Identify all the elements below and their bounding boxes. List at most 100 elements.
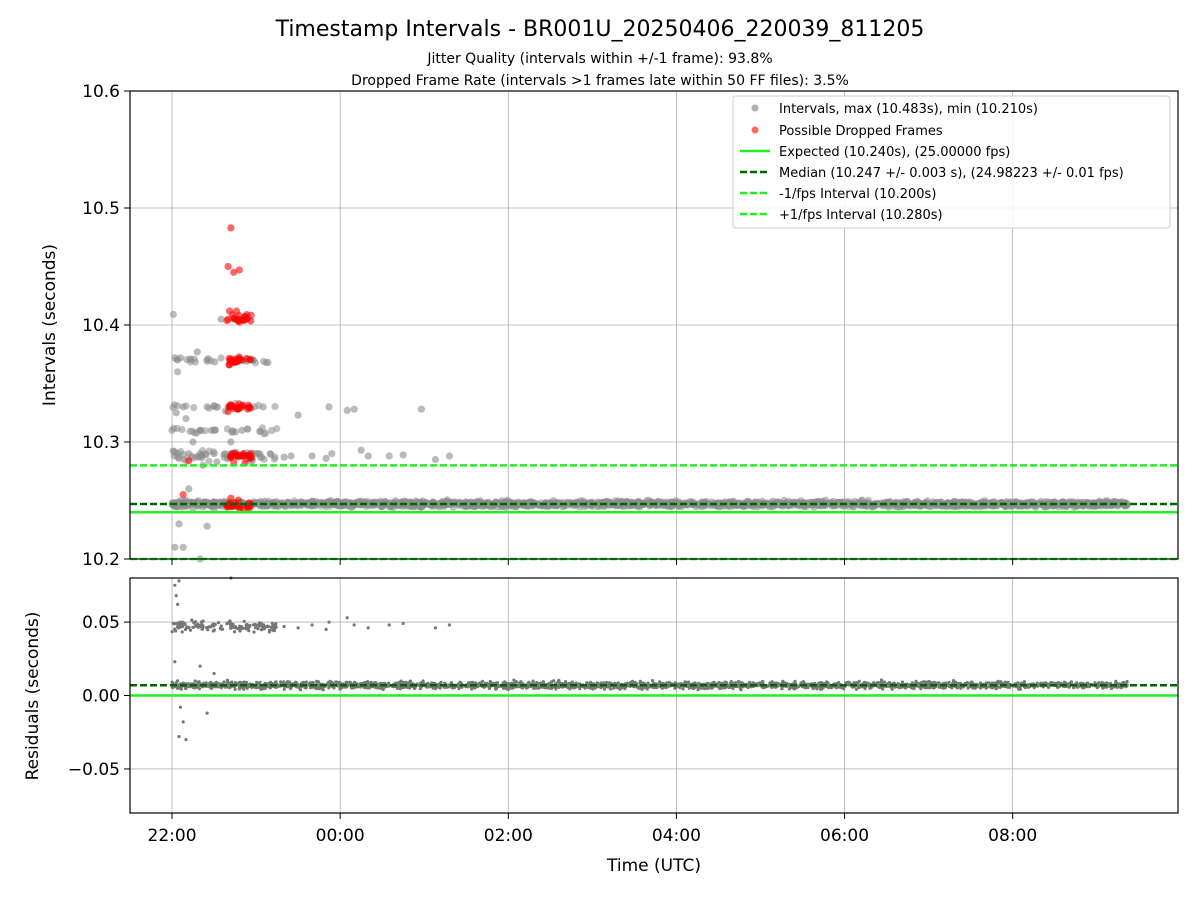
interval-point: [417, 405, 425, 413]
residual-point: [206, 628, 210, 632]
residual-point: [182, 621, 186, 625]
chart-subtitle-2: Dropped Frame Rate (intervals >1 frames …: [351, 73, 849, 89]
y-tick-label-top: 10.6: [82, 82, 120, 102]
interval-point: [325, 403, 333, 411]
residual-point: [279, 680, 283, 684]
intervals-y-ticks: 10.210.310.410.510.6: [82, 82, 130, 570]
y-tick-label-top: 10.2: [82, 550, 120, 570]
interval-point: [169, 310, 177, 319]
residual-point: [1125, 680, 1129, 684]
interval-point: [182, 415, 190, 423]
residual-point: [308, 686, 313, 690]
interval-point: [190, 404, 198, 412]
residual-point: [857, 679, 861, 684]
residual-point: [219, 624, 223, 628]
residual-point: [253, 626, 257, 630]
residual-point: [196, 625, 200, 629]
residual-point: [924, 686, 928, 690]
dropped-frame-point: [242, 354, 251, 363]
residual-point: [854, 681, 859, 685]
interval-point: [849, 503, 858, 511]
residual-point: [210, 623, 214, 627]
residual-point: [421, 679, 425, 683]
residual-point: [842, 687, 846, 691]
residual-point: [272, 628, 276, 632]
interval-point: [182, 496, 190, 505]
residual-point: [738, 680, 742, 684]
residual-point: [233, 681, 237, 685]
residual-point: [1080, 686, 1085, 690]
residual-point: [609, 687, 613, 691]
interval-point: [715, 500, 723, 508]
residual-point: [761, 680, 765, 685]
dropped-frame-point: [245, 404, 253, 412]
residual-point: [233, 687, 237, 692]
dropped-frame-point: [223, 317, 231, 325]
residual-point: [274, 622, 278, 626]
residual-point: [229, 621, 233, 626]
residual-point: [271, 623, 275, 627]
residual-point: [924, 681, 928, 685]
dropped-frame-point: [235, 266, 243, 274]
residual-point: [620, 686, 624, 690]
residual-point: [242, 619, 246, 624]
residual-point: [190, 618, 194, 622]
residual-point: [630, 679, 635, 683]
residual-point: [1006, 680, 1010, 685]
residual-point: [658, 680, 662, 684]
residual-point: [1006, 684, 1010, 689]
residual-point: [247, 629, 251, 633]
dropped-frame-point: [234, 496, 242, 504]
interval-point: [227, 438, 235, 446]
interval-point: [172, 409, 180, 417]
residual-point: [262, 623, 266, 627]
dropped-frame-point: [227, 224, 235, 232]
interval-point: [262, 429, 270, 437]
dropped-frame-point: [227, 453, 235, 461]
interval-point: [271, 453, 279, 461]
residual-point: [801, 680, 806, 684]
dropped-frame-point: [239, 401, 247, 409]
residual-point: [200, 627, 205, 631]
interval-point: [780, 496, 788, 504]
residual-point: [192, 621, 196, 625]
interval-point: [204, 355, 212, 363]
interval-point: [174, 356, 182, 364]
dropped-frame-point: [224, 262, 232, 271]
residual-point: [238, 629, 242, 633]
interval-point: [264, 358, 272, 366]
residual-point: [320, 686, 324, 691]
residual-point: [274, 625, 278, 629]
interval-point: [243, 425, 251, 433]
residual-point: [532, 686, 536, 690]
dropped-frame-point: [245, 451, 253, 459]
residual-point: [797, 684, 801, 689]
interval-point: [213, 458, 221, 466]
interval-point: [203, 522, 211, 530]
intervals-x-ticks: [171, 559, 1014, 565]
interval-point: [189, 505, 197, 513]
residual-point: [667, 680, 671, 685]
residual-point: [916, 683, 921, 687]
residual-point: [245, 623, 249, 627]
residual-point: [218, 626, 222, 631]
residual-point: [244, 626, 248, 630]
interval-point: [256, 427, 264, 435]
interval-point: [175, 520, 183, 528]
residual-point: [1023, 686, 1027, 690]
interval-point: [256, 450, 264, 458]
residual-point: [651, 679, 655, 683]
residual-point: [1097, 681, 1101, 685]
interval-point: [357, 446, 365, 454]
interval-point: [1045, 500, 1053, 508]
residual-point: [452, 686, 456, 690]
residual-point: [738, 687, 742, 691]
residual-point: [216, 621, 221, 625]
interval-point: [280, 453, 288, 461]
residual-point: [1017, 687, 1021, 691]
residual-point: [787, 687, 792, 691]
residual-point: [251, 623, 255, 627]
residual-point: [699, 686, 703, 690]
interval-point: [294, 411, 302, 419]
residual-point: [457, 686, 461, 691]
